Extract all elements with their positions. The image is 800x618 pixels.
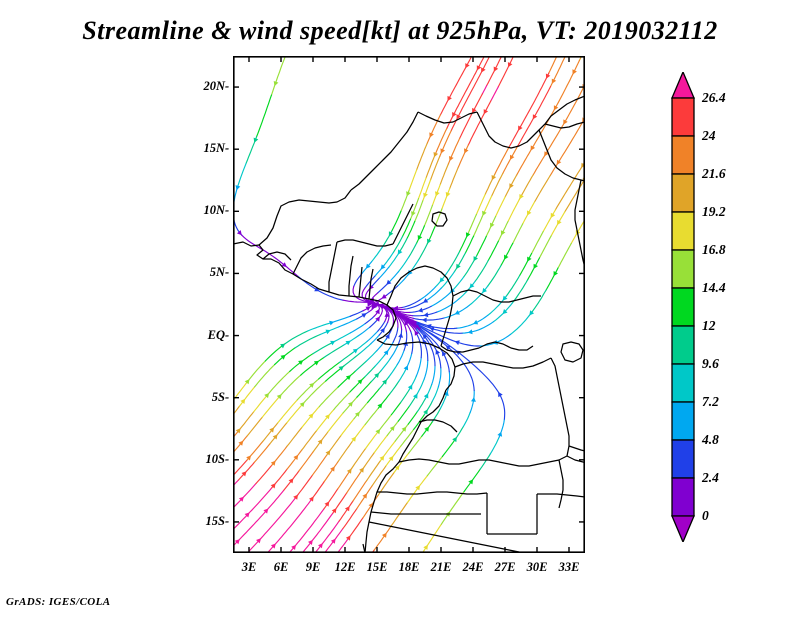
colorbar-band xyxy=(672,174,694,212)
colorbar-band xyxy=(672,440,694,478)
grads-figure: Streamline & wind speed[kt] at 925hPa, V… xyxy=(0,0,800,618)
colorbar-band xyxy=(672,478,694,516)
latitude-tick-dash: - xyxy=(225,141,229,156)
latitude-tick-dash: - xyxy=(225,390,229,405)
colorbar-band xyxy=(672,136,694,174)
latitude-tick-dash: - xyxy=(225,514,229,529)
latitude-tick-label: 15S xyxy=(183,514,225,529)
colorbar-band xyxy=(672,288,694,326)
latitude-tick-label: EQ xyxy=(183,328,225,343)
colorbar-band xyxy=(672,98,694,136)
latitude-tick-dash: - xyxy=(225,328,229,343)
colorbar-tick-label: 26.4 xyxy=(702,90,726,106)
colorbar-tick-label: 2.4 xyxy=(702,470,719,486)
latitude-tick-label: 5S xyxy=(183,390,225,405)
colorbar-band xyxy=(672,250,694,288)
colorbar-band xyxy=(672,326,694,364)
streamline-map-svg xyxy=(233,56,585,553)
latitude-tick-label: 10S xyxy=(183,452,225,467)
latitude-tick-dash: - xyxy=(225,203,229,218)
colorbar-tick-label: 16.8 xyxy=(702,242,726,258)
colorbar-tick-label: 14.4 xyxy=(702,280,726,296)
colorbar-tick-label: 21.6 xyxy=(702,166,726,182)
latitude-tick-dash: - xyxy=(225,452,229,467)
colorbar-tick-label: 24 xyxy=(702,128,716,144)
colorbar-tick-label: 0 xyxy=(702,508,709,524)
colorbar-band xyxy=(672,212,694,250)
latitude-tick-dash: - xyxy=(225,265,229,280)
latitude-tick-label: 5N xyxy=(183,265,225,280)
colorbar-tick-label: 12 xyxy=(702,318,716,334)
latitude-tick-label: 20N xyxy=(183,79,225,94)
colorbar-cap-max xyxy=(672,72,694,98)
latitude-tick-label: 10N xyxy=(183,203,225,218)
colorbar-tick-label: 7.2 xyxy=(702,394,719,410)
chart-title: Streamline & wind speed[kt] at 925hPa, V… xyxy=(0,16,800,46)
colorbar: 26.4 24 21.6 19.2 16.8 14.4 12 9.6 7.2 4.8 2.4 0 xyxy=(668,72,788,542)
colorbar-cap-min xyxy=(672,516,694,542)
latitude-tick-label: 15N xyxy=(183,141,225,156)
colorbar-band xyxy=(672,364,694,402)
colorbar-tick-label: 4.8 xyxy=(702,432,719,448)
colorbar-band xyxy=(672,402,694,440)
map-plot-area xyxy=(233,56,585,553)
grads-credit: GrADS: IGES/COLA xyxy=(6,596,111,608)
colorbar-tick-label: 9.6 xyxy=(702,356,719,372)
longitude-tick-label: 33E xyxy=(547,560,591,575)
colorbar-tick-label: 19.2 xyxy=(702,204,726,220)
colorbar-swatches xyxy=(668,72,702,542)
latitude-tick-dash: - xyxy=(225,79,229,94)
